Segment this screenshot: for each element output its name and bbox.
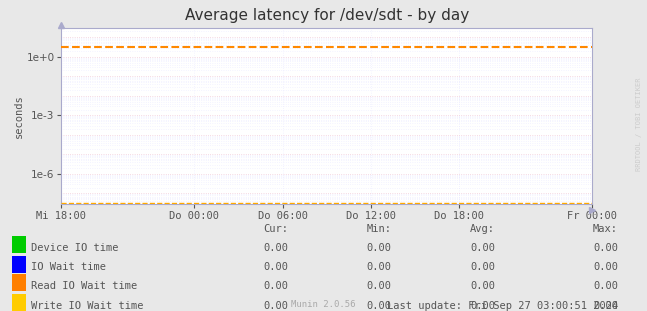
Text: Max:: Max:	[593, 224, 618, 234]
Text: 0.00: 0.00	[366, 301, 391, 311]
Text: 0.00: 0.00	[470, 262, 495, 272]
Text: Cur:: Cur:	[263, 224, 288, 234]
Y-axis label: seconds: seconds	[14, 94, 24, 138]
Text: Avg:: Avg:	[470, 224, 495, 234]
Bar	[12, 256, 26, 272]
Text: 0.00: 0.00	[593, 281, 618, 291]
Text: 0.00: 0.00	[263, 243, 288, 253]
Text: 0.00: 0.00	[366, 281, 391, 291]
Text: 0.00: 0.00	[593, 243, 618, 253]
Text: Read IO Wait time: Read IO Wait time	[31, 281, 137, 291]
Text: 0.00: 0.00	[470, 281, 495, 291]
Text: Write IO Wait time: Write IO Wait time	[31, 301, 144, 311]
Text: 0.00: 0.00	[263, 262, 288, 272]
Text: Munin 2.0.56: Munin 2.0.56	[291, 300, 356, 309]
Text: 0.00: 0.00	[593, 301, 618, 311]
Text: Last update: Fri Sep 27 03:00:51 2024: Last update: Fri Sep 27 03:00:51 2024	[387, 301, 618, 311]
Bar	[12, 274, 26, 291]
Title: Average latency for /dev/sdt - by day: Average latency for /dev/sdt - by day	[184, 8, 469, 23]
Text: 0.00: 0.00	[263, 281, 288, 291]
Text: Min:: Min:	[366, 224, 391, 234]
Text: IO Wait time: IO Wait time	[31, 262, 106, 272]
Text: 0.00: 0.00	[593, 262, 618, 272]
Text: 0.00: 0.00	[470, 243, 495, 253]
Text: 0.00: 0.00	[366, 262, 391, 272]
Text: 0.00: 0.00	[263, 301, 288, 311]
Text: 0.00: 0.00	[366, 243, 391, 253]
Text: 0.00: 0.00	[470, 301, 495, 311]
Text: Device IO time: Device IO time	[31, 243, 118, 253]
Bar	[12, 236, 26, 253]
Bar	[12, 294, 26, 311]
Text: RRDTOOL / TOBI OETIKER: RRDTOOL / TOBI OETIKER	[637, 78, 642, 171]
